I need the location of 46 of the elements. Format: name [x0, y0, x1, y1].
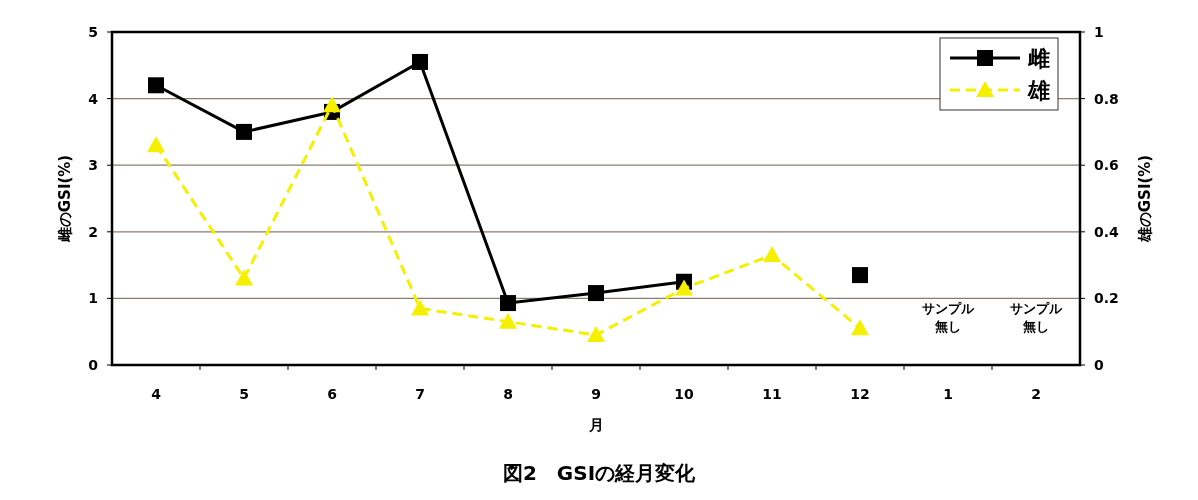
- y-tick-label: 3: [88, 157, 98, 174]
- point: [412, 53, 428, 70]
- y2-tick-label: 0: [1094, 357, 1104, 373]
- x-tick-label: 2: [1031, 386, 1041, 402]
- point: [588, 285, 604, 302]
- point: [148, 77, 164, 94]
- y2-tick-label: 1: [1094, 24, 1104, 40]
- point: [236, 123, 252, 140]
- y-tick-label: 4: [88, 90, 99, 107]
- legend-label: 雄: [1027, 78, 1050, 103]
- x-tick-label: 4: [151, 386, 162, 402]
- annotation: サンプル無し: [921, 300, 975, 336]
- point: [675, 279, 693, 296]
- point: [411, 299, 429, 316]
- point: [147, 136, 165, 153]
- y-tick-label: 5: [88, 24, 98, 40]
- y2-axis-title: 雄のGSI(%): [1136, 154, 1154, 244]
- y-axis-title: 雌のGSI(%): [56, 154, 74, 244]
- x-tick-label: 11: [762, 386, 782, 402]
- point: [499, 312, 517, 329]
- point: [323, 96, 341, 113]
- point: [235, 269, 253, 286]
- point: [500, 295, 516, 312]
- y-tick-label: 2: [88, 223, 98, 240]
- x-tick-label: 8: [503, 386, 513, 402]
- x-tick-label: 1: [943, 386, 953, 402]
- point: [851, 319, 869, 336]
- y2-tick-label: 0.4: [1094, 223, 1120, 240]
- y-tick-label: 0: [88, 357, 99, 373]
- y2-tick-label: 0.8: [1094, 90, 1119, 107]
- legend-label: 雌: [1027, 46, 1050, 71]
- y2-tick-label: 0.2: [1094, 290, 1119, 307]
- x-tick-label: 7: [415, 386, 425, 402]
- point: [852, 267, 868, 284]
- x-axis-title: 月: [587, 416, 604, 434]
- x-tick-label: 9: [591, 386, 601, 402]
- point: [587, 326, 605, 343]
- x-tick-label: 5: [239, 386, 249, 402]
- x-tick-label: 6: [327, 386, 337, 402]
- x-tick-label: 10: [674, 386, 694, 402]
- annotation: サンプル無し: [1009, 300, 1063, 336]
- x-tick-label: 12: [850, 386, 870, 402]
- point: [763, 246, 781, 263]
- text: 図2 GSIの経月変化: [502, 461, 697, 485]
- y2-tick-label: 0.6: [1094, 157, 1119, 174]
- y-tick-label: 1: [88, 290, 98, 307]
